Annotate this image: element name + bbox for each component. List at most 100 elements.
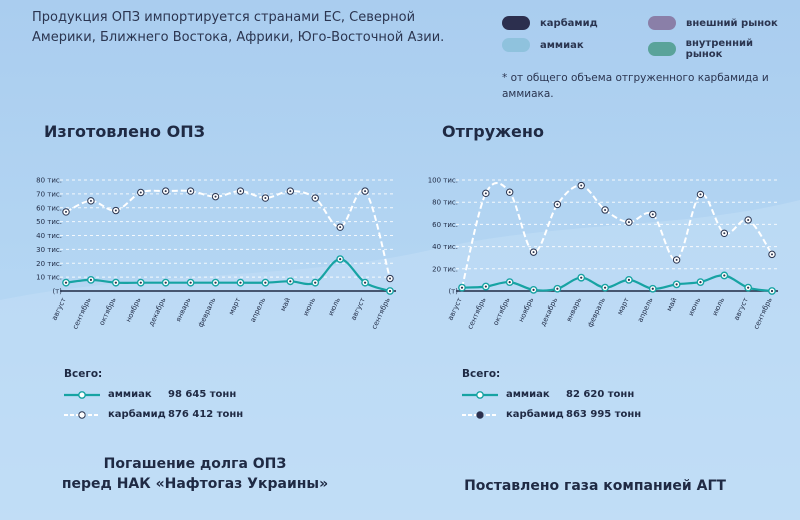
- totals-shipped-urea-row: карбамид 863 995 тонн: [462, 409, 641, 420]
- produced-ammonia-point-dot: [239, 281, 242, 284]
- debt-repayment-heading-line-1: Погашение долга ОПЗ: [103, 456, 287, 472]
- debt-repayment-heading-line-2: перед НАК «Нафтогаз Украины»: [61, 476, 329, 492]
- produced-ammonia-point-dot: [64, 281, 68, 284]
- legend-label-urea: карбамид: [540, 17, 598, 29]
- produced-urea-point-dot: [239, 190, 242, 193]
- produced-ammonia-point-dot: [89, 278, 93, 281]
- legend-swatch-urea: [502, 16, 530, 30]
- shipped-ammonia-point-dot: [699, 281, 702, 284]
- produced-ammonia-point-dot: [388, 289, 392, 293]
- produced-urea-line: [65, 189, 391, 279]
- shipped-ammonia-point-dot: [675, 283, 678, 286]
- shipped-ammonia-point-dot: [723, 274, 726, 277]
- produced-y-tick-label: 50 тис.: [36, 218, 62, 226]
- shipped-ammonia-point-dot: [484, 285, 487, 288]
- produced-ammonia-point-dot: [289, 280, 292, 283]
- totals-urea-swatch: [462, 410, 498, 419]
- shipped-y-tick-label: 40 тис.: [432, 243, 458, 251]
- produced-ammonia-point-dot: [339, 257, 342, 261]
- produced-y-tick-label: 80 тис.: [36, 177, 62, 185]
- produced-y-tick-label: 10 тис.: [36, 274, 62, 282]
- shipped-urea-point-dot: [747, 218, 750, 221]
- shipped-ammonia-point-dot: [556, 287, 559, 290]
- shipped-urea-point-dot: [604, 208, 607, 211]
- legend-item-ammonia: аммиак: [502, 38, 584, 52]
- shipped-y-tick-label: (т): [448, 288, 458, 296]
- legend-label-export-market: внешний рынок: [686, 17, 778, 29]
- shipped-urea-point-dot: [627, 221, 630, 224]
- legend-swatch-export-market: [648, 16, 676, 30]
- shipped-y-tick-label: 80 тис.: [432, 199, 458, 207]
- shipped-urea-point-dot: [556, 203, 559, 206]
- totals-produced-urea-value: 876 412 тонн: [168, 409, 244, 420]
- totals-shipped-ammonia-label: аммиак: [506, 389, 550, 400]
- shipped-y-tick-label: 100 тис.: [428, 177, 458, 185]
- shipped-urea-point-dot: [771, 253, 773, 256]
- totals-shipped-ammonia-row: аммиак 82 620 тонн: [462, 389, 641, 400]
- shipped-urea-point-dot: [484, 192, 487, 195]
- produced-urea-point-dot: [339, 226, 342, 229]
- produced-urea-point-dot: [189, 190, 192, 193]
- legend-item-domestic-market: внутренний рынок: [648, 38, 792, 60]
- shipped-y-tick-label: 60 тис.: [432, 221, 458, 229]
- produced-ammonia-point-dot: [264, 281, 267, 284]
- totals-ammonia-swatch: [64, 390, 100, 399]
- totals-produced-ammonia-label: аммиак: [108, 389, 152, 400]
- produced-urea-point-dot: [65, 210, 67, 213]
- produced-urea-point-dot: [139, 191, 142, 194]
- shipped-urea-point-dot: [508, 191, 511, 194]
- produced-urea-point-dot: [264, 197, 267, 200]
- legend-item-urea: карбамид: [502, 16, 598, 30]
- totals-shipped-urea-value: 863 995 тонн: [566, 409, 642, 420]
- produced-ammonia-point-dot: [139, 281, 142, 284]
- produced-urea-point-dot: [164, 190, 167, 193]
- shipped-urea-point-dot: [699, 193, 702, 196]
- shipped-ammonia-point-dot: [627, 278, 631, 281]
- gas-supplied-heading: Поставлено газа компанией АГТ: [464, 478, 726, 494]
- produced-ammonia-point-dot: [189, 281, 192, 284]
- legend-label-domestic-market: внутренний рынок: [685, 38, 753, 60]
- legend-swatch-domestic-market: [648, 42, 676, 56]
- shipped-ammonia-point-dot: [770, 289, 774, 293]
- produced-y-tick-label: 60 тис.: [36, 204, 62, 212]
- shipped-ammonia-point-dot: [532, 288, 535, 291]
- produced-urea-point-dot: [314, 197, 317, 200]
- produced-urea-point-dot: [389, 277, 391, 280]
- footnote: * от общего объема отгруженного карбамид…: [502, 72, 769, 100]
- totals-produced: Всего: аммиак 98 645 тонн карбамид 876 4…: [64, 368, 243, 420]
- shipped-ammonia-point-dot: [508, 281, 511, 284]
- totals-shipped-urea-label: карбамид: [506, 409, 564, 420]
- produced-ammonia-point-dot: [114, 281, 117, 284]
- shipped-ammonia-point-dot: [651, 287, 654, 290]
- totals-produced-urea-row: карбамид 876 412 тонн: [64, 409, 243, 420]
- legend-label-ammonia: аммиак: [540, 39, 584, 51]
- totals-produced-ammonia-row: аммиак 98 645 тонн: [64, 389, 243, 400]
- legend-item-export-market: внешний рынок: [648, 16, 778, 30]
- shipped-y-tick-label: 20 тис.: [432, 265, 458, 273]
- intro-text: Продукция ОПЗ импортируется странами ЕС,…: [32, 10, 445, 45]
- chart-title-shipped: Отгружено: [442, 122, 544, 141]
- shipped-urea-point-dot: [580, 184, 583, 187]
- produced-urea-point-dot: [114, 209, 117, 212]
- produced-y-tick-label: 20 тис.: [36, 260, 62, 268]
- shipped-urea-point-dot: [532, 251, 535, 254]
- totals-produced-title: Всего:: [64, 368, 103, 380]
- produced-urea-point-dot: [364, 190, 367, 193]
- produced-y-tick-label: 30 тис.: [36, 246, 62, 254]
- totals-produced-ammonia-value: 98 645 тонн: [168, 389, 237, 400]
- produced-y-tick-label: 70 тис.: [36, 190, 62, 198]
- debt-repayment-heading: Погашение долга ОПЗ перед НАК «Нафтогаз …: [60, 456, 330, 492]
- produced-ammonia-point-dot: [363, 281, 367, 284]
- totals-shipped-ammonia-value: 82 620 тонн: [566, 389, 635, 400]
- background-hill: [0, 200, 800, 520]
- totals-shipped-title: Всего:: [462, 368, 501, 380]
- totals-produced-urea-label: карбамид: [108, 409, 166, 420]
- produced-y-tick-label: (т): [52, 288, 62, 296]
- produced-y-tick-label: 40 тис.: [36, 232, 62, 240]
- shipped-ammonia-point-dot: [460, 286, 464, 289]
- produced-ammonia-point-dot: [314, 281, 317, 284]
- shipped-ammonia-point-dot: [580, 276, 583, 279]
- totals-ammonia-swatch: [462, 390, 498, 399]
- produced-urea-point-dot: [214, 195, 217, 198]
